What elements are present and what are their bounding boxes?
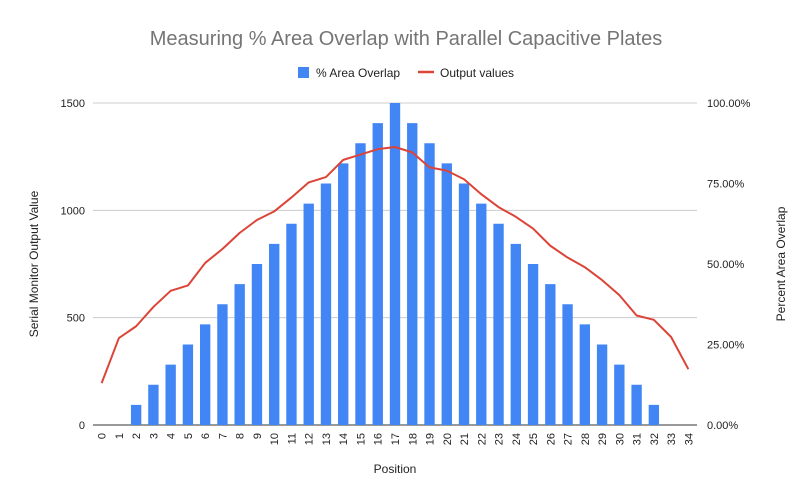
- x-tick-label: 16: [373, 433, 385, 445]
- right-tick-label: 25.00%: [707, 340, 745, 352]
- bar: [286, 223, 297, 425]
- bar: [372, 123, 383, 425]
- bar: [251, 264, 263, 425]
- x-tick-label: 19: [425, 433, 437, 445]
- x-tick-label: 9: [252, 433, 264, 439]
- line-series: [100, 146, 690, 384]
- x-tick-label: 10: [269, 433, 281, 445]
- bar: [441, 163, 452, 425]
- x-tick-label: 34: [683, 433, 695, 445]
- x-tick-label: 6: [200, 433, 212, 439]
- x-tick-label: 14: [338, 433, 350, 445]
- right-axis-title: Percent Area Overlap: [774, 206, 788, 321]
- left-axis-title: Serial Monitor Output Value: [27, 190, 41, 337]
- x-tick-label: 8: [235, 433, 247, 439]
- x-tick-label: 33: [666, 433, 678, 445]
- x-tick-label: 7: [217, 433, 229, 439]
- legend: % Area Overlap Output values: [298, 66, 514, 80]
- x-tick-label: 23: [494, 433, 506, 445]
- bar: [338, 163, 349, 425]
- x-tick-label: 25: [528, 433, 540, 445]
- output-values-line: [100, 146, 690, 384]
- x-tick-label: 5: [183, 433, 195, 439]
- x-axis-ticks: 0 1 2 3 4 5 6 7 8 9 10 11 12 13 14 15 16 17 18 19 20 21 22 23 24…: [97, 433, 696, 445]
- x-tick-label: 26: [545, 433, 557, 445]
- x-tick-label: 30: [614, 433, 626, 445]
- bar: [631, 384, 642, 425]
- x-tick-label: 13: [321, 433, 333, 445]
- left-axis-ticks: 0 500 1000 1500: [61, 98, 85, 432]
- x-tick-label: 27: [563, 433, 575, 445]
- legend-label-bars: % Area Overlap: [316, 66, 400, 80]
- bar: [234, 284, 245, 425]
- right-tick-label: 50.00%: [707, 259, 745, 271]
- right-axis-ticks: 0.00% 25.00% 50.00% 75.00% 100.00%: [707, 98, 751, 432]
- x-tick-label: 17: [390, 433, 402, 445]
- x-tick-label: 22: [476, 433, 488, 445]
- bar: [182, 344, 194, 425]
- bar: [199, 324, 211, 425]
- bar: [217, 304, 228, 425]
- x-tick-label: 32: [649, 433, 661, 445]
- x-axis-title: Position: [374, 462, 417, 476]
- x-tick-label: 29: [597, 433, 609, 445]
- bar: [320, 183, 332, 425]
- bar: [579, 324, 591, 425]
- chart-title: Measuring % Area Overlap with Parallel C…: [150, 28, 662, 50]
- x-tick-label: 20: [442, 433, 454, 445]
- bar: [476, 203, 487, 425]
- bar: [389, 103, 401, 425]
- x-tick-label: 4: [166, 433, 178, 439]
- x-tick-label: 2: [131, 433, 143, 439]
- x-tick-label: 11: [286, 433, 298, 444]
- x-tick-label: 12: [304, 433, 316, 445]
- bar: [303, 203, 314, 425]
- bar: [596, 344, 608, 425]
- bar: [148, 384, 159, 425]
- bar: [545, 284, 556, 425]
- right-tick-label: 0.00%: [707, 420, 738, 432]
- x-tick-label: 3: [148, 433, 160, 439]
- right-tick-label: 75.00%: [707, 179, 745, 191]
- left-tick-label: 0: [79, 420, 85, 432]
- bar: [165, 364, 176, 425]
- bar: [527, 264, 539, 425]
- bar: [648, 404, 660, 425]
- left-tick-label: 1500: [61, 98, 85, 110]
- bar: [614, 364, 625, 425]
- x-tick-label: 18: [407, 433, 419, 445]
- bar: [355, 143, 366, 425]
- bar: [458, 183, 470, 425]
- x-tick-label: 15: [355, 433, 367, 445]
- bar: [510, 243, 521, 425]
- legend-label-line: Output values: [440, 66, 514, 80]
- x-tick-label: 24: [511, 433, 523, 445]
- left-tick-label: 500: [67, 313, 85, 325]
- x-tick-label: 21: [459, 433, 471, 445]
- bar: [493, 223, 504, 425]
- bar: [407, 123, 418, 425]
- bar: [269, 243, 280, 425]
- x-tick-label: 31: [632, 433, 644, 445]
- x-tick-label: 0: [97, 433, 109, 439]
- bar: [562, 304, 573, 425]
- x-tick-label: 1: [114, 433, 126, 439]
- left-tick-label: 1000: [61, 205, 85, 217]
- legend-swatch-bars: [298, 67, 309, 78]
- bar: [424, 143, 435, 425]
- bar: [130, 404, 142, 425]
- right-tick-label: 100.00%: [707, 98, 751, 110]
- x-tick-label: 28: [580, 433, 592, 445]
- bar-series: [130, 103, 660, 425]
